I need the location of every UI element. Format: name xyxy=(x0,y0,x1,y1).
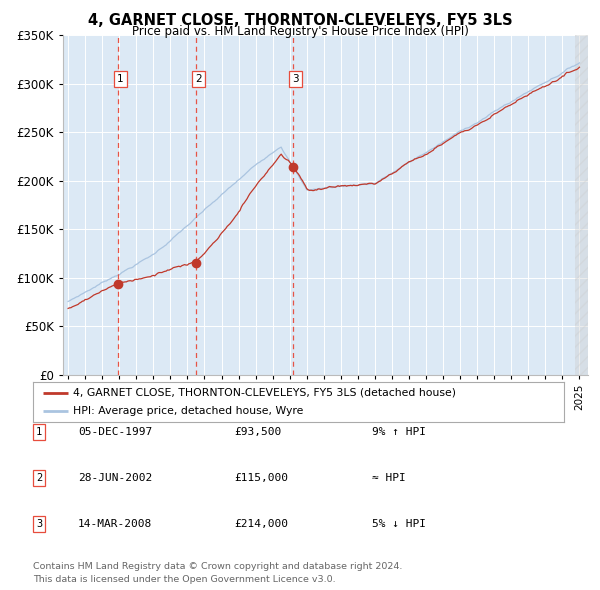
Text: 9% ↑ HPI: 9% ↑ HPI xyxy=(372,427,426,437)
Text: Contains HM Land Registry data © Crown copyright and database right 2024.: Contains HM Land Registry data © Crown c… xyxy=(33,562,403,571)
Text: 1: 1 xyxy=(117,74,124,84)
Text: 4, GARNET CLOSE, THORNTON-CLEVELEYS, FY5 3LS (detached house): 4, GARNET CLOSE, THORNTON-CLEVELEYS, FY5… xyxy=(73,388,456,398)
Text: £214,000: £214,000 xyxy=(234,519,288,529)
Text: This data is licensed under the Open Government Licence v3.0.: This data is licensed under the Open Gov… xyxy=(33,575,335,584)
Text: 5% ↓ HPI: 5% ↓ HPI xyxy=(372,519,426,529)
Text: 14-MAR-2008: 14-MAR-2008 xyxy=(78,519,152,529)
Text: ≈ HPI: ≈ HPI xyxy=(372,473,406,483)
Text: HPI: Average price, detached house, Wyre: HPI: Average price, detached house, Wyre xyxy=(73,407,303,417)
Text: £115,000: £115,000 xyxy=(234,473,288,483)
Text: Price paid vs. HM Land Registry's House Price Index (HPI): Price paid vs. HM Land Registry's House … xyxy=(131,25,469,38)
Text: 2: 2 xyxy=(36,473,42,483)
Bar xyxy=(575,35,588,375)
Text: 1: 1 xyxy=(36,427,42,437)
Text: 05-DEC-1997: 05-DEC-1997 xyxy=(78,427,152,437)
Text: 4, GARNET CLOSE, THORNTON-CLEVELEYS, FY5 3LS: 4, GARNET CLOSE, THORNTON-CLEVELEYS, FY5… xyxy=(88,13,512,28)
Text: 28-JUN-2002: 28-JUN-2002 xyxy=(78,473,152,483)
Text: 2: 2 xyxy=(195,74,202,84)
Text: 3: 3 xyxy=(36,519,42,529)
Text: 3: 3 xyxy=(292,74,299,84)
Text: £93,500: £93,500 xyxy=(234,427,281,437)
